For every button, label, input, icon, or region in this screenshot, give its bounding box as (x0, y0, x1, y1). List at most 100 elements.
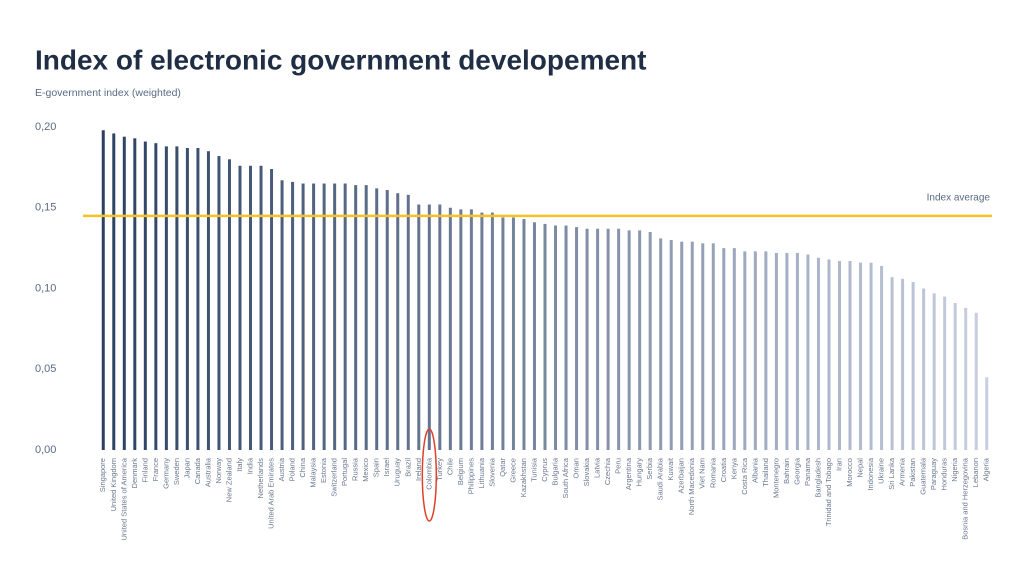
x-tick-label: Canada (193, 457, 202, 484)
x-tick-label: Portugal (340, 458, 349, 486)
x-tick-label: Lithuania (477, 457, 486, 488)
bar (585, 228, 589, 450)
bar (564, 225, 568, 450)
x-tick-label: Georgia (792, 457, 801, 485)
bar (490, 212, 494, 450)
x-tick-label: Cyprus (540, 458, 549, 482)
x-tick-label: Israel (382, 458, 391, 477)
x-tick-label: Saudi Arabia (656, 457, 665, 500)
bar (143, 141, 147, 450)
bar (554, 225, 558, 450)
x-tick-label: Brazil (403, 458, 412, 477)
bar (175, 146, 179, 450)
bar (133, 138, 137, 450)
x-tick-label: Ukraine (877, 458, 886, 484)
x-tick-label: Thailand (761, 458, 770, 487)
x-tick-label: Austria (277, 457, 286, 481)
chart-title: Index of electronic government developem… (35, 44, 646, 75)
x-tick-label: United Arab Emirates (267, 458, 276, 529)
bar (448, 207, 452, 450)
x-tick-label: Estonia (319, 457, 328, 483)
x-tick-label: Pakistan (908, 458, 917, 487)
x-tick-label: Bangladesh (813, 458, 822, 498)
y-tick-label: 0,10 (35, 282, 56, 294)
bar (375, 188, 379, 450)
x-tick-label: Indonesia (866, 457, 875, 490)
bar (164, 146, 168, 450)
bar (249, 165, 253, 450)
x-tick-label: Serbia (645, 457, 654, 480)
bar (227, 159, 231, 451)
x-tick-label: Spain (372, 458, 381, 477)
x-tick-label: India (245, 457, 254, 474)
bar (669, 240, 673, 450)
x-tick-label: Norway (214, 458, 223, 484)
bar (501, 217, 505, 450)
bar (785, 252, 789, 450)
bar (511, 217, 515, 450)
x-tick-label: Chile (445, 458, 454, 475)
bar (154, 143, 158, 450)
x-tick-label: Bulgaria (551, 457, 560, 485)
x-tick-label: Hungary (635, 458, 644, 487)
x-tick-label: Tunisia (529, 457, 538, 482)
x-tick-label: Russia (351, 457, 360, 481)
bar (880, 265, 884, 450)
bar (532, 222, 536, 450)
x-tick-label: Colombia (424, 457, 433, 490)
x-tick-label: Sweden (172, 458, 181, 485)
bar (196, 147, 200, 450)
y-tick-label: 0,20 (35, 121, 56, 133)
x-tick-label: Germany (161, 458, 170, 489)
bar (322, 183, 326, 450)
x-tick-label: North Macedonia (687, 457, 696, 515)
x-tick-label: Slovakia (582, 457, 591, 486)
bar (343, 183, 347, 450)
bar (837, 261, 841, 450)
x-tick-label: Finland (140, 458, 149, 483)
bar (259, 165, 263, 450)
bar (774, 252, 778, 450)
x-tick-label: Philippines (466, 458, 475, 495)
x-tick-label: Azerbaijan (677, 458, 686, 493)
bar (964, 307, 968, 450)
bar (575, 227, 579, 450)
x-tick-label: Greece (508, 458, 517, 483)
x-tick-label: Japan (182, 458, 191, 478)
bar (427, 204, 431, 450)
x-tick-label: Turkey (435, 458, 444, 481)
x-tick-label: Latvia (593, 457, 602, 478)
x-tick-label: Costa Rica (740, 457, 749, 495)
bar (522, 219, 526, 450)
bar (869, 262, 873, 450)
bar (827, 259, 831, 450)
bar (911, 282, 915, 450)
x-tick-label: Switzerland (330, 458, 339, 497)
x-tick-label: Honduras (940, 458, 949, 491)
bar (406, 194, 410, 450)
x-tick-label: Australia (203, 457, 212, 487)
bar (596, 228, 600, 450)
x-tick-label: Kuwait (666, 457, 675, 480)
bar (816, 257, 820, 450)
x-tick-label: Italy (235, 458, 244, 472)
x-tick-label: Ireland (414, 458, 423, 481)
average-label: Index average (927, 192, 991, 203)
bar (469, 209, 473, 450)
bar (848, 261, 852, 450)
x-tick-label: United Kingdom (109, 458, 118, 511)
bar (690, 241, 694, 450)
x-tick-label: Qatar (498, 458, 507, 477)
bar (438, 204, 442, 450)
bar (112, 133, 116, 450)
bar (333, 183, 337, 450)
bar (974, 312, 978, 450)
bar (543, 223, 547, 450)
bar (385, 189, 389, 451)
bar (659, 238, 663, 450)
x-tick-label: Armenia (898, 457, 907, 486)
y-tick-label: 0,15 (35, 202, 56, 214)
x-tick-label: Argentina (624, 457, 633, 490)
bar (606, 228, 610, 450)
